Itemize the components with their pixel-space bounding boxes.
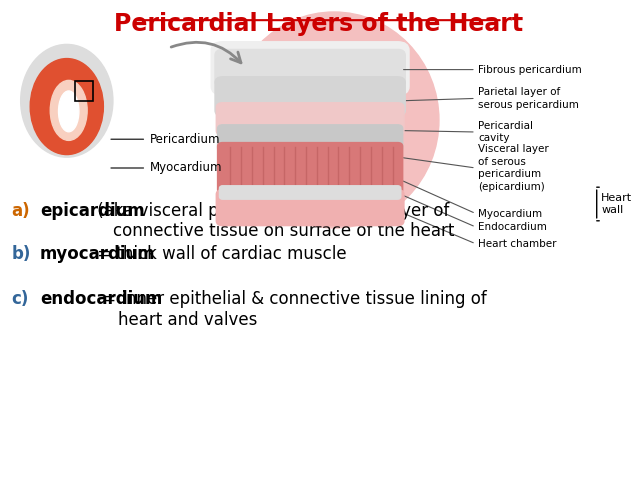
Text: Visceral layer
of serous
pericardium
(epicardium): Visceral layer of serous pericardium (ep… xyxy=(478,144,549,192)
Text: = thick wall of cardiac muscle: = thick wall of cardiac muscle xyxy=(92,245,347,263)
Text: endocardium: endocardium xyxy=(40,290,163,308)
FancyBboxPatch shape xyxy=(216,103,404,135)
Text: (aka visceral pericardium) outside layer of
    connective tissue on surface of : (aka visceral pericardium) outside layer… xyxy=(92,202,454,240)
FancyBboxPatch shape xyxy=(215,77,405,116)
Ellipse shape xyxy=(30,59,104,155)
Text: Heart chamber: Heart chamber xyxy=(478,239,557,249)
Text: Pericardial
cavity: Pericardial cavity xyxy=(478,121,533,143)
Text: Pericardial Layers of the Heart: Pericardial Layers of the Heart xyxy=(113,12,523,36)
Text: Heart
wall: Heart wall xyxy=(601,193,632,215)
Text: myocardium: myocardium xyxy=(40,245,156,263)
Text: Pericardium: Pericardium xyxy=(150,132,220,146)
Ellipse shape xyxy=(20,44,113,157)
Text: Myocardium: Myocardium xyxy=(150,161,222,175)
Text: Parietal layer of
serous pericardium: Parietal layer of serous pericardium xyxy=(478,87,579,109)
FancyBboxPatch shape xyxy=(216,190,404,226)
Text: epicardium: epicardium xyxy=(40,202,145,220)
Ellipse shape xyxy=(51,80,87,140)
Ellipse shape xyxy=(58,91,79,132)
FancyBboxPatch shape xyxy=(220,186,401,199)
FancyBboxPatch shape xyxy=(215,49,405,87)
FancyBboxPatch shape xyxy=(218,143,403,193)
Text: b): b) xyxy=(12,245,31,263)
Text: Fibrous pericardium: Fibrous pericardium xyxy=(478,65,582,74)
Text: Heart Wall: Heart Wall xyxy=(256,173,380,193)
Text: Myocardium: Myocardium xyxy=(478,209,543,218)
Text: Endocardium: Endocardium xyxy=(478,222,547,232)
FancyArrowPatch shape xyxy=(171,42,241,63)
Text: = inner epithelial & connective tissue lining of
    heart and valves: = inner epithelial & connective tissue l… xyxy=(97,290,487,329)
FancyBboxPatch shape xyxy=(218,125,403,152)
Text: a): a) xyxy=(12,202,30,220)
Ellipse shape xyxy=(229,12,439,228)
Text: c): c) xyxy=(12,290,29,308)
Bar xyxy=(75,81,93,101)
FancyBboxPatch shape xyxy=(211,42,409,95)
